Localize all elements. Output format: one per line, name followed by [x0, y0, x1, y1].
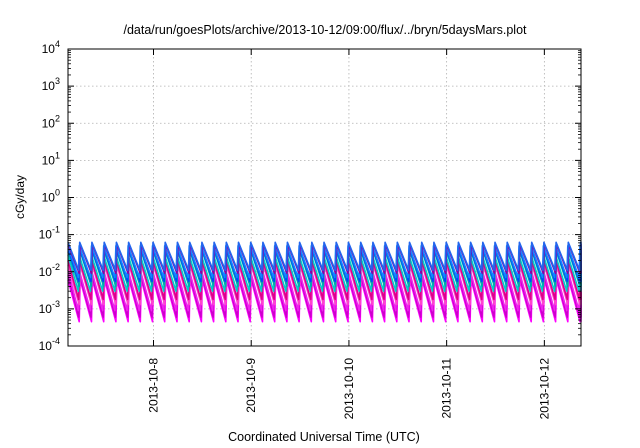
data-series: [67, 241, 582, 323]
series-line: [67, 241, 582, 272]
y-tick-label-exponent: -1: [52, 225, 60, 235]
y-tick-label-base: 10: [42, 153, 56, 167]
y-tick-label-exponent: -4: [52, 336, 60, 346]
y-tick-label: 103: [42, 76, 60, 93]
y-tick-label: 10-3: [39, 299, 60, 316]
y-tick-label-exponent: 2: [55, 113, 60, 123]
y-tick-label-base: 10: [42, 42, 56, 56]
y-tick-label-base: 10: [42, 116, 56, 130]
y-tick-label-base: 10: [39, 228, 53, 242]
y-tick-label-base: 10: [42, 79, 56, 93]
y-tick-label: 100: [42, 188, 60, 205]
y-tick-label: 10-4: [39, 336, 60, 353]
y-tick-label: 10-2: [39, 262, 60, 279]
y-tick-label: 10-1: [39, 225, 60, 242]
y-tick-label: 104: [42, 39, 60, 56]
y-tick-label-exponent: 1: [55, 150, 60, 160]
x-tick-label: 2013-10-10: [342, 358, 356, 420]
y-tick-label-base: 10: [39, 339, 53, 353]
y-tick-label-exponent: 4: [55, 39, 60, 49]
chart-title: /data/run/goesPlots/archive/2013-10-12/0…: [123, 23, 527, 37]
y-tick-label: 101: [42, 150, 60, 167]
y-tick-label-exponent: -3: [52, 299, 60, 309]
y-tick-label-exponent: 0: [55, 188, 60, 198]
x-tick-label: 2013-10-11: [440, 358, 454, 419]
x-tick-label: 2013-10-8: [147, 358, 161, 413]
y-tick-label: 102: [42, 113, 60, 130]
y-tick-label-base: 10: [42, 191, 56, 205]
y-tick-label-exponent: 3: [55, 76, 60, 86]
y-axis-label: cGy/day: [13, 175, 27, 219]
x-axis-label: Coordinated Universal Time (UTC): [228, 430, 420, 444]
y-tick-label-base: 10: [39, 265, 53, 279]
x-tick-label: 2013-10-9: [244, 358, 258, 413]
x-axis-ticks: 2013-10-8 2013-10-9 2013-10-10 2013-10-11 20…: [147, 49, 551, 420]
y-tick-label-base: 10: [39, 302, 53, 316]
series-line: [67, 264, 582, 306]
y-tick-label-exponent: -2: [52, 262, 60, 272]
x-tick-label: 2013-10-12: [537, 358, 551, 420]
